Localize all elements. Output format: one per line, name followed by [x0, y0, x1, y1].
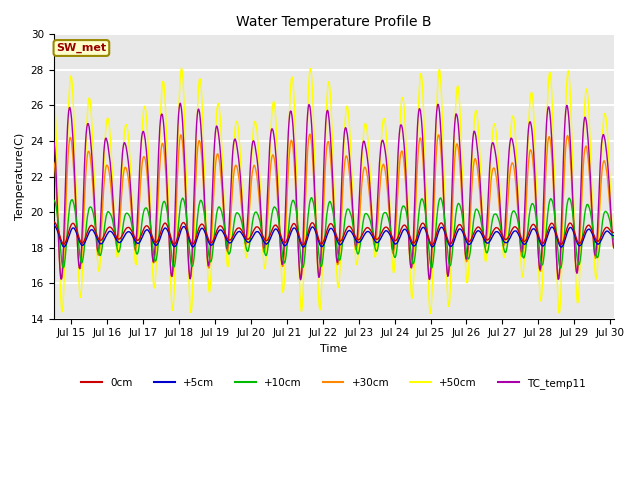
Text: SW_met: SW_met	[56, 43, 106, 53]
Title: Water Temperature Profile B: Water Temperature Profile B	[236, 15, 431, 29]
Y-axis label: Temperature(C): Temperature(C)	[15, 133, 25, 220]
X-axis label: Time: Time	[320, 344, 348, 354]
Legend: 0cm, +5cm, +10cm, +30cm, +50cm, TC_temp11: 0cm, +5cm, +10cm, +30cm, +50cm, TC_temp1…	[77, 374, 590, 393]
